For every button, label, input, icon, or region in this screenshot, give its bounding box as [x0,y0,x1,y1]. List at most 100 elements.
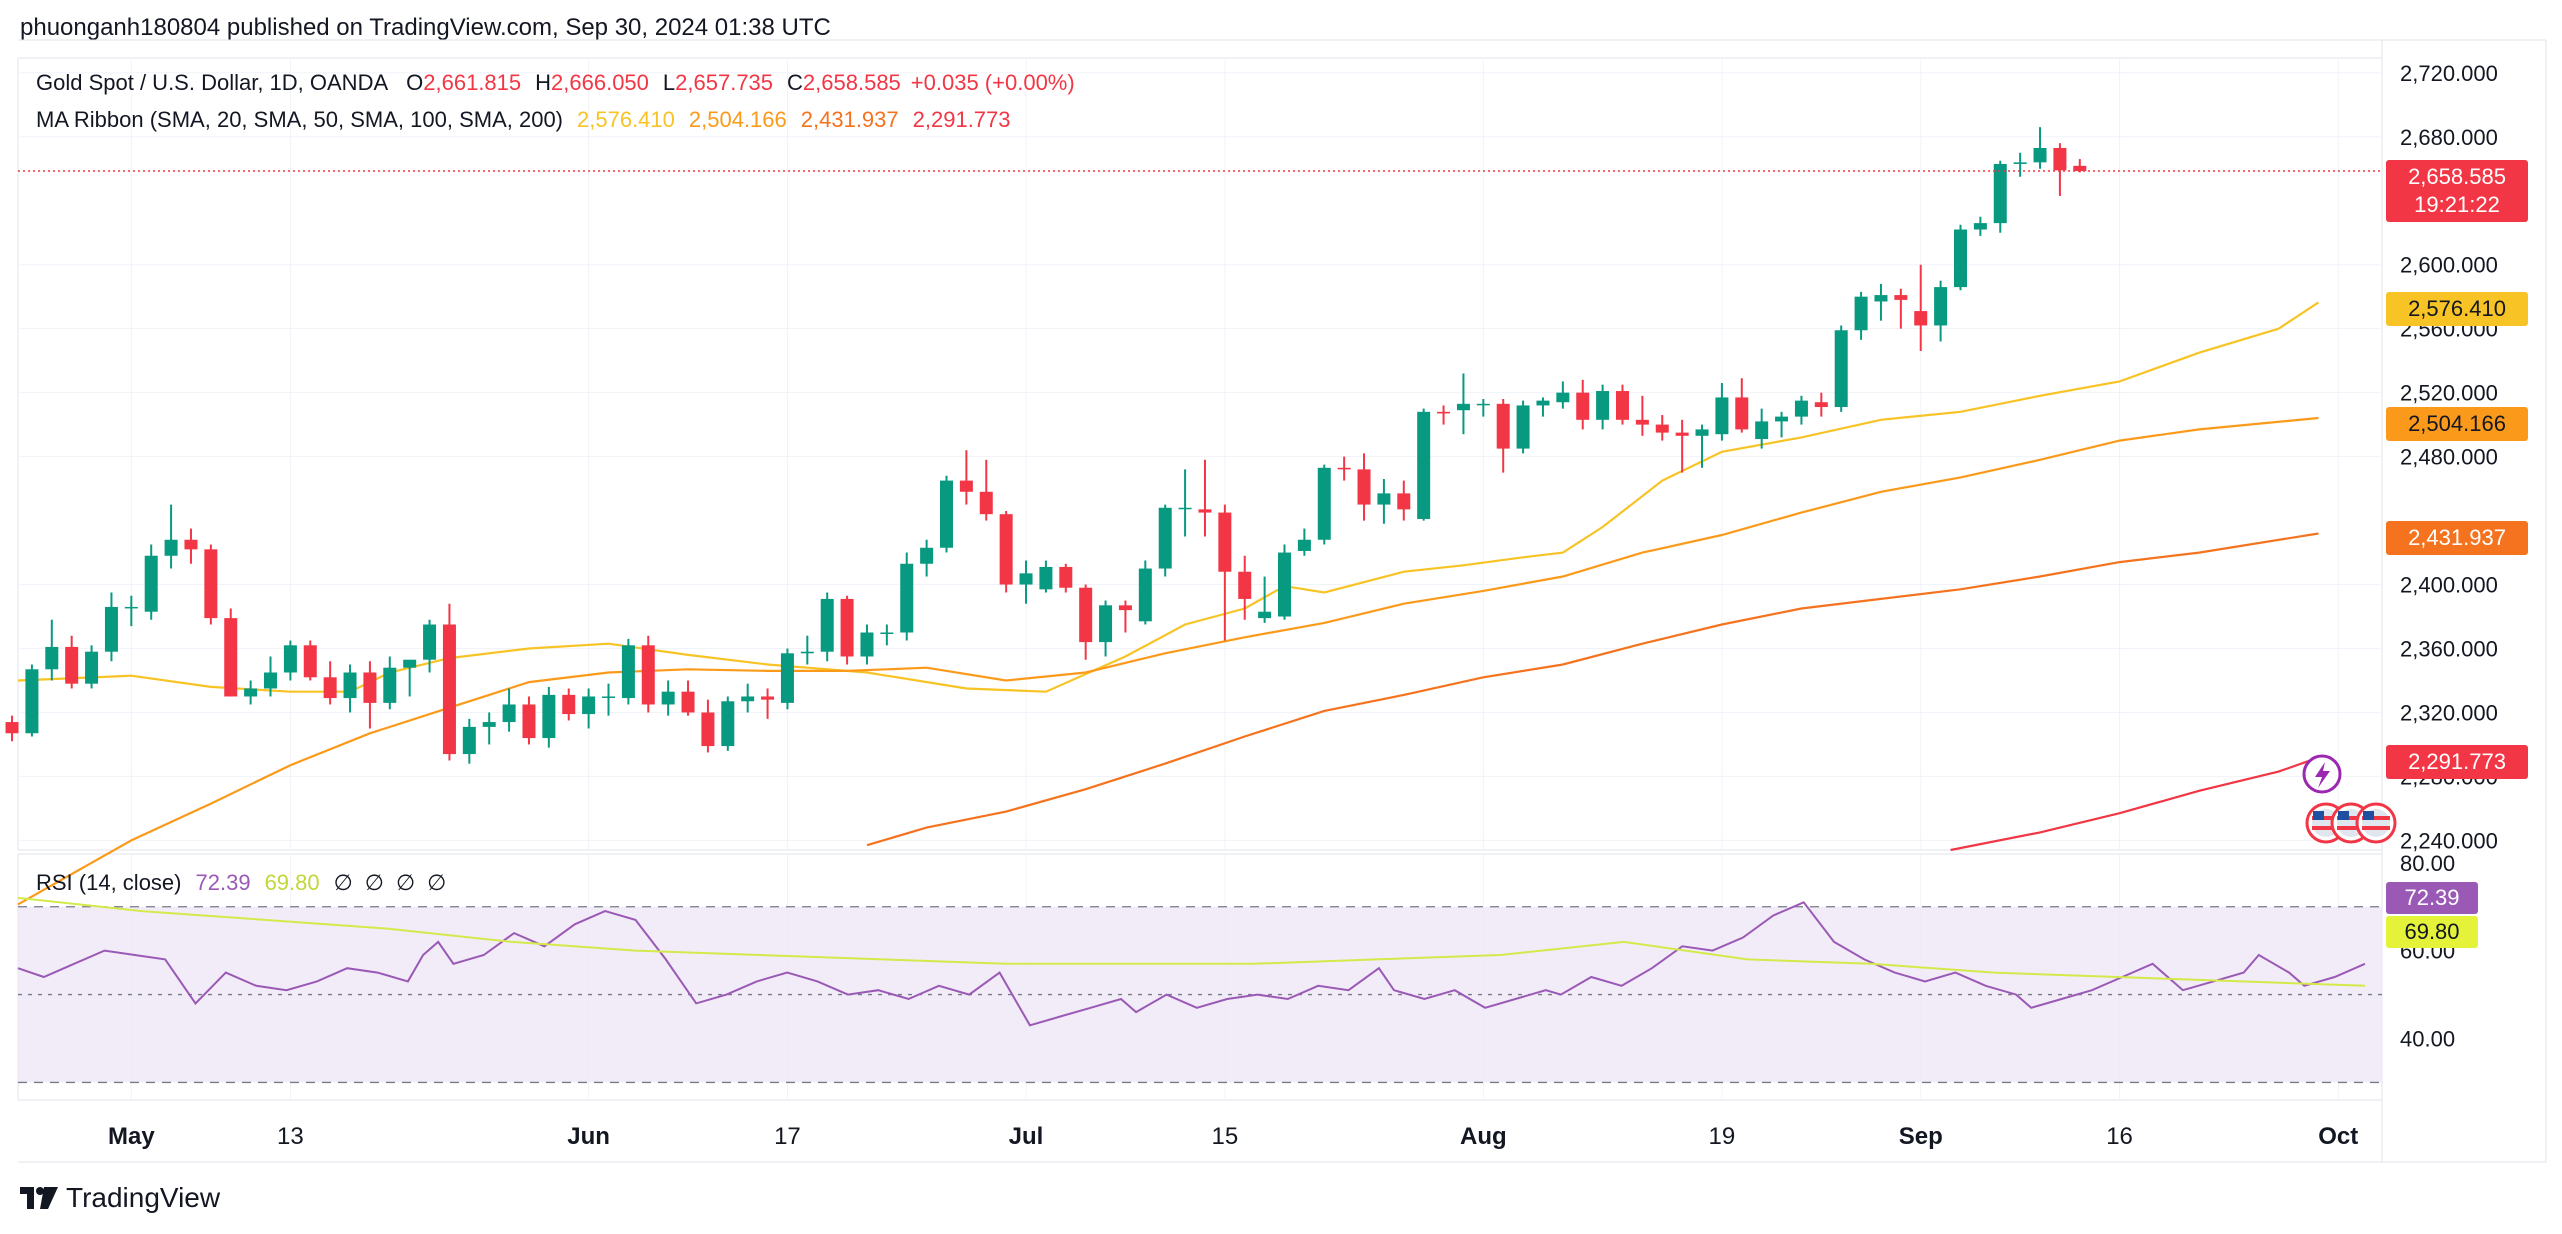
price-tick-label: 2,400.000 [2400,573,2498,598]
ma20-value: 2,576.410 [577,107,675,132]
candle [1059,563,1073,593]
candle-body [1755,421,1769,440]
ma-ribbon-legend[interactable]: MA Ribbon (SMA, 20, SMA, 50, SMA, 100, S… [36,107,1015,133]
candle-body [482,722,496,727]
candle-body [25,669,39,734]
candle [940,475,954,553]
candle [800,635,814,665]
candle-body [184,539,198,550]
candle [224,608,238,697]
candle-body [522,704,536,739]
price-tick-label: 2,600.000 [2400,253,2498,278]
low-value: 2,657.735 [675,70,774,95]
time-tick-label: 19 [1709,1123,1736,1150]
candle [1357,453,1371,521]
candle [880,624,894,646]
candle-body [1357,469,1371,505]
candle-body [1158,507,1172,569]
candles-layer [5,127,2087,764]
candle [1615,384,1629,425]
candle [1635,395,1649,436]
candle-body [1655,424,1669,433]
candle-body [1417,411,1431,519]
candle-body [1456,403,1470,411]
candle-body [920,547,934,564]
candle-body [1973,223,1987,230]
candle-body [1775,416,1789,422]
time-tick-label: 16 [2106,1123,2133,1150]
rsi-legend[interactable]: RSI (14, close) 72.39 69.80 ∅ ∅ ∅ ∅ [36,870,450,896]
time-tick-label: 17 [774,1123,801,1150]
candle [85,645,99,689]
rsi-tick-label: 80.00 [2400,851,2455,876]
candle-body [85,651,99,684]
rsi-tick-label: 40.00 [2400,1027,2455,1052]
open-label: O [406,70,424,95]
candle-body [5,722,19,734]
candle-body [1536,400,1550,406]
candle-body [502,704,516,723]
candle-body [979,491,993,515]
candle [1277,544,1291,620]
candle-body [1874,295,1888,302]
candle [1258,576,1272,623]
candle [582,688,596,729]
candle [1556,381,1570,409]
candle-body [124,606,138,609]
candle [721,696,735,751]
ma-line-sma-20 [17,301,2320,693]
candle [1437,405,1451,425]
candle [661,680,675,716]
candle [761,688,775,719]
candle-body [244,688,258,697]
price-tick-label: 2,360.000 [2400,637,2498,662]
candle-body [383,667,397,703]
price-tick-label: 2,480.000 [2400,445,2498,470]
candle [403,659,417,697]
candle [1317,464,1331,545]
candle-body [343,672,357,699]
price-tick-label: 2,720.000 [2400,61,2498,86]
candle-body [1238,571,1252,599]
candle-body [104,606,118,652]
ma200-value: 2,291.773 [912,107,1011,132]
candle [1417,408,1431,521]
candle [1894,288,1908,329]
symbol-title: Gold Spot / U.S. Dollar, 1D, OANDA [36,70,389,95]
candle [383,656,397,710]
candle [1914,264,1928,352]
candle [2033,127,2047,169]
candle-body [303,645,317,678]
price-axis: 2,720.0002,680.0002,600.0002,560.0002,52… [2400,61,2498,854]
candle-body [641,645,655,705]
candle-body [2073,165,2087,172]
candle [1735,378,1749,433]
candle [124,595,138,627]
candle [840,595,854,665]
candle-body [2053,147,2067,171]
us-flag-event-icon-3[interactable] [2355,802,2397,844]
candle-body [144,555,158,612]
price-tick-label: 2,240.000 [2400,828,2498,853]
time-axis: May 13 Jun 17 Jul 15 Aug 19 Sep 16 Oct [108,1123,2358,1150]
high-label: H [535,70,552,95]
candle [1854,291,1868,340]
candle-body [164,539,178,556]
candle [1377,478,1391,524]
tradingview-logo[interactable]: TradingView [20,1182,220,1214]
candle [1456,373,1470,435]
candle-body [1735,397,1749,430]
candle-body [363,672,377,703]
candle-body [1337,467,1351,470]
candle [1973,216,1987,236]
candle-body [1715,397,1729,435]
candle [283,640,297,681]
tradingview-logo-icon [20,1187,58,1209]
candle [204,544,218,625]
candle [1794,395,1808,425]
symbol-legend[interactable]: Gold Spot / U.S. Dollar, 1D, OANDA O 2,6… [36,70,1079,96]
candle-body [1317,467,1331,540]
ma50-value: 2,504.166 [688,107,787,132]
candle [363,661,377,729]
